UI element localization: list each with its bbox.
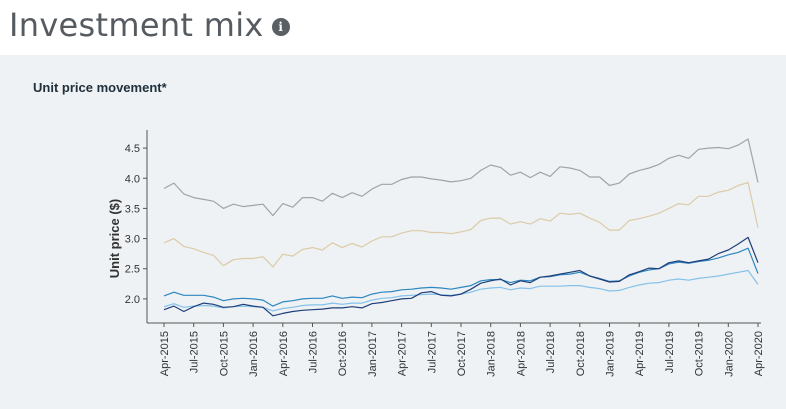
x-tick-label: Oct-2018 [575, 331, 587, 376]
series-line-5 [163, 236, 759, 317]
series-line-4 [163, 269, 759, 312]
x-tick-label: Oct-2016 [337, 331, 349, 376]
y-tick-label: 3.5 [125, 203, 140, 215]
series-line-2 [163, 181, 759, 268]
info-icon[interactable]: i [271, 18, 290, 36]
x-tick-label: Apr-2019 [634, 331, 646, 376]
x-tick-label: Oct-2017 [456, 331, 468, 376]
x-tick-label: Oct-2019 [694, 331, 706, 376]
y-tick-label: 2.0 [125, 294, 140, 306]
page-title: Investment mix [9, 6, 264, 44]
x-tick-label: Jul-2017 [426, 331, 438, 373]
x-tick-label: Jan-2020 [723, 331, 735, 377]
x-tick-label: Apr-2015 [159, 331, 171, 376]
page-header: Investment mix i [9, 0, 290, 50]
x-tick-label: Apr-2017 [397, 331, 409, 376]
y-tick-labels: 2.0 2.5 3.0 3.5 4.0 4.5 [125, 143, 140, 306]
x-tick-labels: Apr-2015 Jul-2015 Oct-2015 Jan-2016 Apr-2016… [159, 331, 765, 377]
x-tick-label: Jan-2017 [367, 331, 379, 377]
chart-title: Unit price movement* [33, 80, 167, 95]
x-tick-label: Jul-2018 [545, 331, 557, 373]
x-tick-label: Jan-2018 [486, 331, 498, 377]
x-tick-label: Jan-2019 [605, 331, 617, 377]
x-tick-label: Oct-2015 [218, 331, 230, 376]
y-tick-label: 3.0 [125, 234, 140, 246]
y-tick-label: 4.0 [125, 173, 140, 185]
series-line-3 [163, 247, 759, 307]
chart-panel: Unit price movement* 2.0 2.5 3.0 3.5 4.0 4.5 … [0, 55, 786, 409]
series-line-1 [163, 138, 759, 217]
chart-axes [143, 130, 761, 327]
series-lines [163, 138, 759, 317]
x-tick-label: Apr-2020 [753, 331, 765, 376]
y-tick-label: 4.5 [125, 143, 140, 155]
y-axis-title: Unit price ($) [107, 199, 122, 278]
x-tick-label: Jul-2016 [308, 331, 320, 373]
x-tick-label: Jul-2019 [664, 331, 676, 373]
x-tick-label: Jul-2015 [189, 331, 201, 373]
x-tick-label: Apr-2018 [515, 331, 527, 376]
x-tick-label: Apr-2016 [278, 331, 290, 376]
x-tick-label: Jan-2016 [248, 331, 260, 377]
unit-price-chart: 2.0 2.5 3.0 3.5 4.0 4.5 Apr-2015 Jul-2015 Oct-2… [107, 130, 765, 377]
y-tick-label: 2.5 [125, 264, 140, 276]
